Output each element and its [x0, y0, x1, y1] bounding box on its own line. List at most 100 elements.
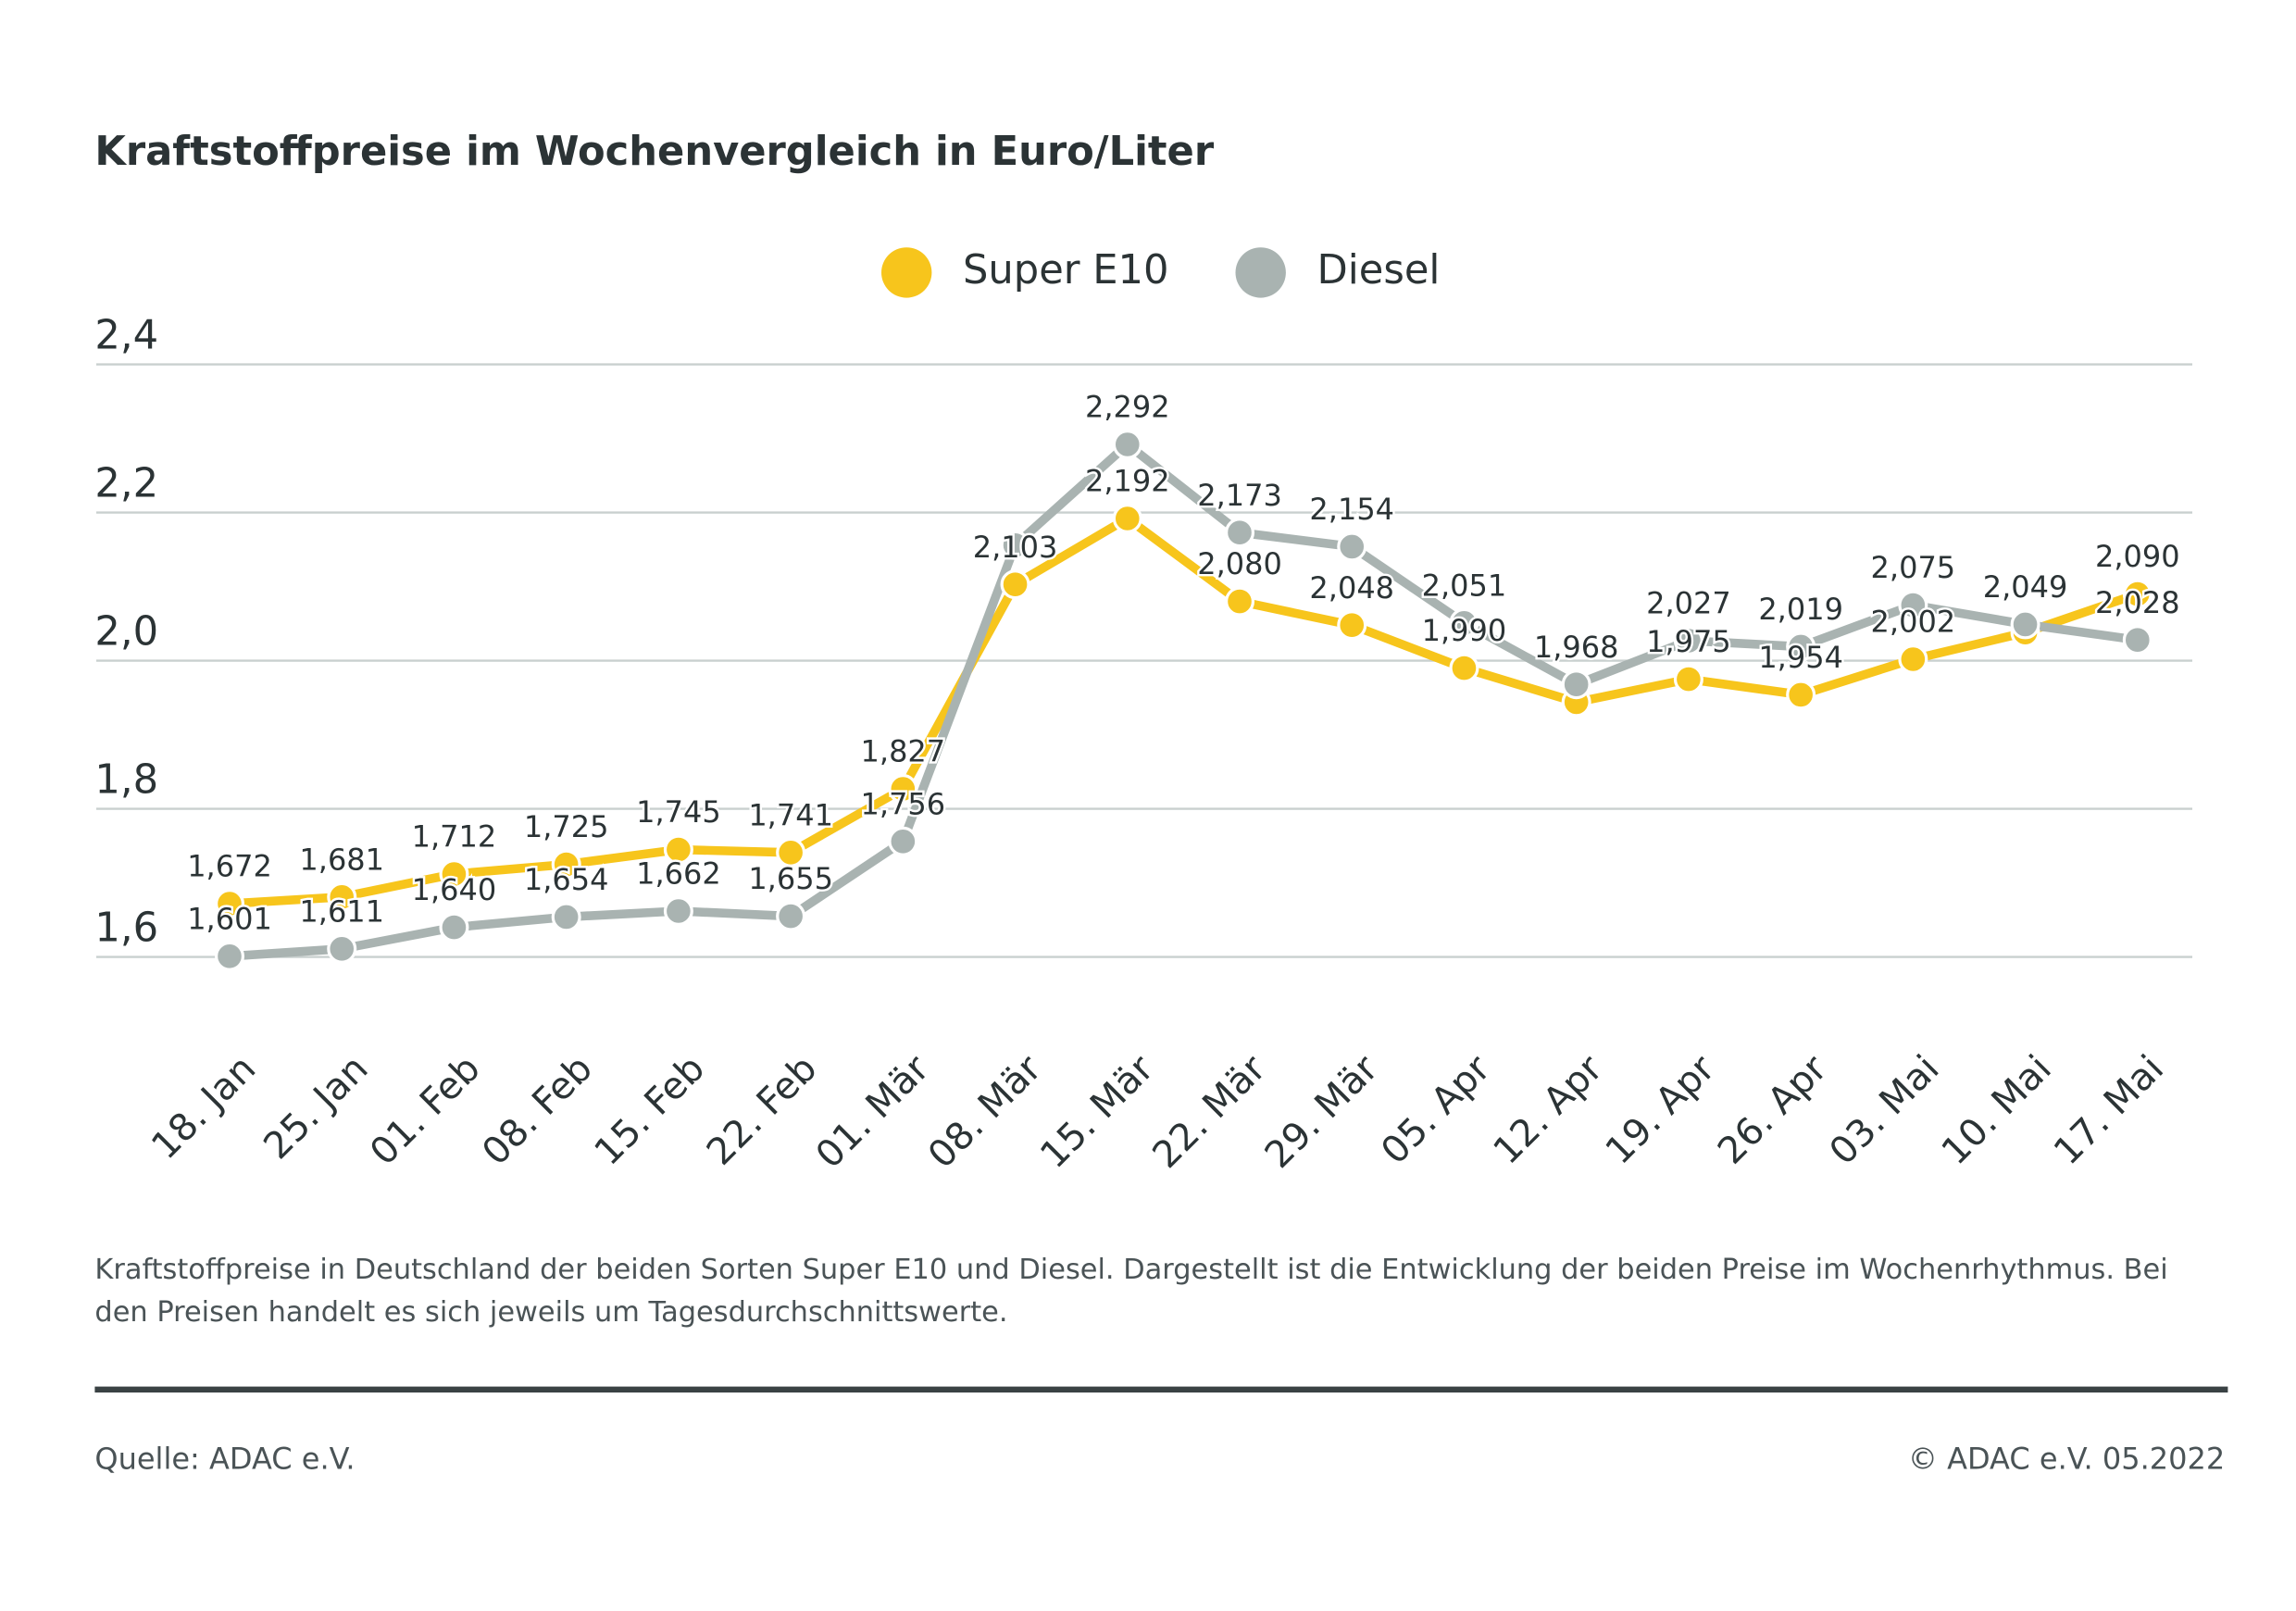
point: [1449, 653, 1479, 683]
x-tick-label: 19. Apr: [1598, 1047, 1724, 1173]
point: [1112, 430, 1142, 459]
point: [1225, 586, 1255, 617]
x-tick-label: 15. Mär: [1032, 1047, 1162, 1177]
data-label: 1,601: [187, 901, 272, 936]
data-label: 1,681: [299, 842, 384, 877]
x-tick-label: 08. Feb: [474, 1047, 601, 1174]
x-tick-label: 08. Mär: [920, 1047, 1050, 1177]
x-tick-label: 01. Mär: [808, 1047, 938, 1177]
point: [776, 837, 806, 868]
data-label: 1,672: [187, 849, 272, 884]
data-label: 2,090: [2095, 539, 2180, 574]
point: [215, 941, 244, 971]
point: [1786, 631, 1816, 662]
point: [1561, 669, 1591, 700]
data-label: 2,028: [2095, 585, 2180, 620]
x-tick-label: 10. Mai: [1934, 1047, 2060, 1173]
point: [776, 901, 806, 931]
legend-marker: [881, 247, 932, 298]
data-label: 1,712: [412, 819, 497, 855]
data-label: 1,968: [1534, 630, 1619, 665]
data-label: 1,611: [299, 893, 384, 929]
point: [439, 912, 469, 943]
data-label: 2,292: [1085, 390, 1170, 425]
data-label: 2,103: [973, 530, 1058, 565]
point: [1898, 590, 1928, 620]
data-label: 1,640: [412, 872, 497, 907]
data-label: 1,654: [524, 862, 609, 897]
data-label: 1,975: [1646, 624, 1731, 659]
x-tick-label: 22. Mär: [1144, 1047, 1274, 1177]
data-label: 1,725: [524, 809, 609, 844]
y-tick-label: 1,8: [94, 756, 158, 803]
data-label: 2,027: [1646, 586, 1731, 621]
data-label: 2,154: [1309, 492, 1394, 527]
y-tick-label: 2,4: [94, 312, 158, 358]
data-label: 1,990: [1422, 613, 1507, 648]
data-label: 1,954: [1758, 640, 1843, 675]
point: [1673, 664, 1703, 694]
y-tick-label: 1,6: [94, 905, 158, 951]
point: [1673, 626, 1703, 656]
point: [1000, 569, 1030, 600]
x-tick-label: 22. Feb: [699, 1047, 826, 1174]
x-tick-label: 25. Jan: [256, 1047, 376, 1168]
point: [1449, 607, 1479, 638]
point: [2122, 625, 2152, 656]
line: [229, 440, 2139, 961]
point: [663, 896, 693, 926]
chart-title: Kraftstoffpreise im Wochenvergleich in E…: [94, 129, 1214, 175]
separator: [94, 1386, 2228, 1392]
data-label: 2,019: [1758, 592, 1843, 627]
description-box: Kraftstoffpreise in Deutschland der beid…: [94, 1253, 2168, 1330]
data-label: 2,173: [1197, 478, 1282, 513]
data-label: 2,048: [1309, 570, 1394, 606]
x-tick-label: 03. Mai: [1822, 1047, 1948, 1173]
point: [327, 881, 357, 912]
data-label: 2,075: [1871, 550, 1956, 585]
legend-label: Diesel: [1317, 247, 1441, 293]
data-label: 2,002: [1871, 605, 1956, 640]
data-label: 1,655: [748, 861, 833, 896]
description: Kraftstoffpreise in Deutschland der beid…: [94, 1253, 2168, 1330]
y-tick-label: 2,0: [94, 608, 158, 655]
point: [2010, 609, 2040, 640]
data-label: 1,756: [861, 786, 946, 821]
legend-marker: [1235, 247, 1286, 298]
point: [1786, 680, 1816, 710]
data-label: 2,192: [1085, 464, 1170, 499]
point: [551, 849, 581, 880]
x-tick-label: 01. Feb: [362, 1047, 489, 1174]
x-tick-label: 12. Apr: [1485, 1047, 1611, 1173]
point: [439, 859, 469, 889]
data-label: 1,827: [861, 734, 946, 769]
data-label: 2,080: [1197, 546, 1282, 581]
x-tick-label: 05. Apr: [1373, 1047, 1499, 1173]
point: [1898, 644, 1928, 674]
data-label: 1,741: [748, 797, 833, 832]
point: [327, 933, 357, 964]
point: [1112, 504, 1142, 533]
data-label: 2,051: [1422, 568, 1507, 603]
point: [1337, 610, 1367, 641]
x-tick-label: 17. Mai: [2046, 1047, 2172, 1173]
point: [1337, 531, 1367, 562]
point: [1225, 518, 1255, 548]
line: [229, 514, 2140, 908]
data-label: 1,662: [636, 856, 721, 892]
legend-label: Super E10: [963, 247, 1169, 293]
point: [888, 826, 918, 856]
data-label: 2,049: [1983, 569, 2068, 605]
point: [1000, 530, 1030, 560]
point: [551, 902, 581, 932]
x-tick-label: 15. Feb: [587, 1047, 714, 1174]
point: [2122, 579, 2152, 609]
point: [663, 834, 693, 865]
source: Quelle: ADAC e.V.: [94, 1442, 355, 1477]
y-tick-label: 2,2: [94, 460, 158, 506]
point: [215, 889, 244, 918]
x-tick-label: 29. Mär: [1257, 1047, 1387, 1177]
copyright: © ADAC e.V. 05.2022: [1908, 1442, 2225, 1477]
